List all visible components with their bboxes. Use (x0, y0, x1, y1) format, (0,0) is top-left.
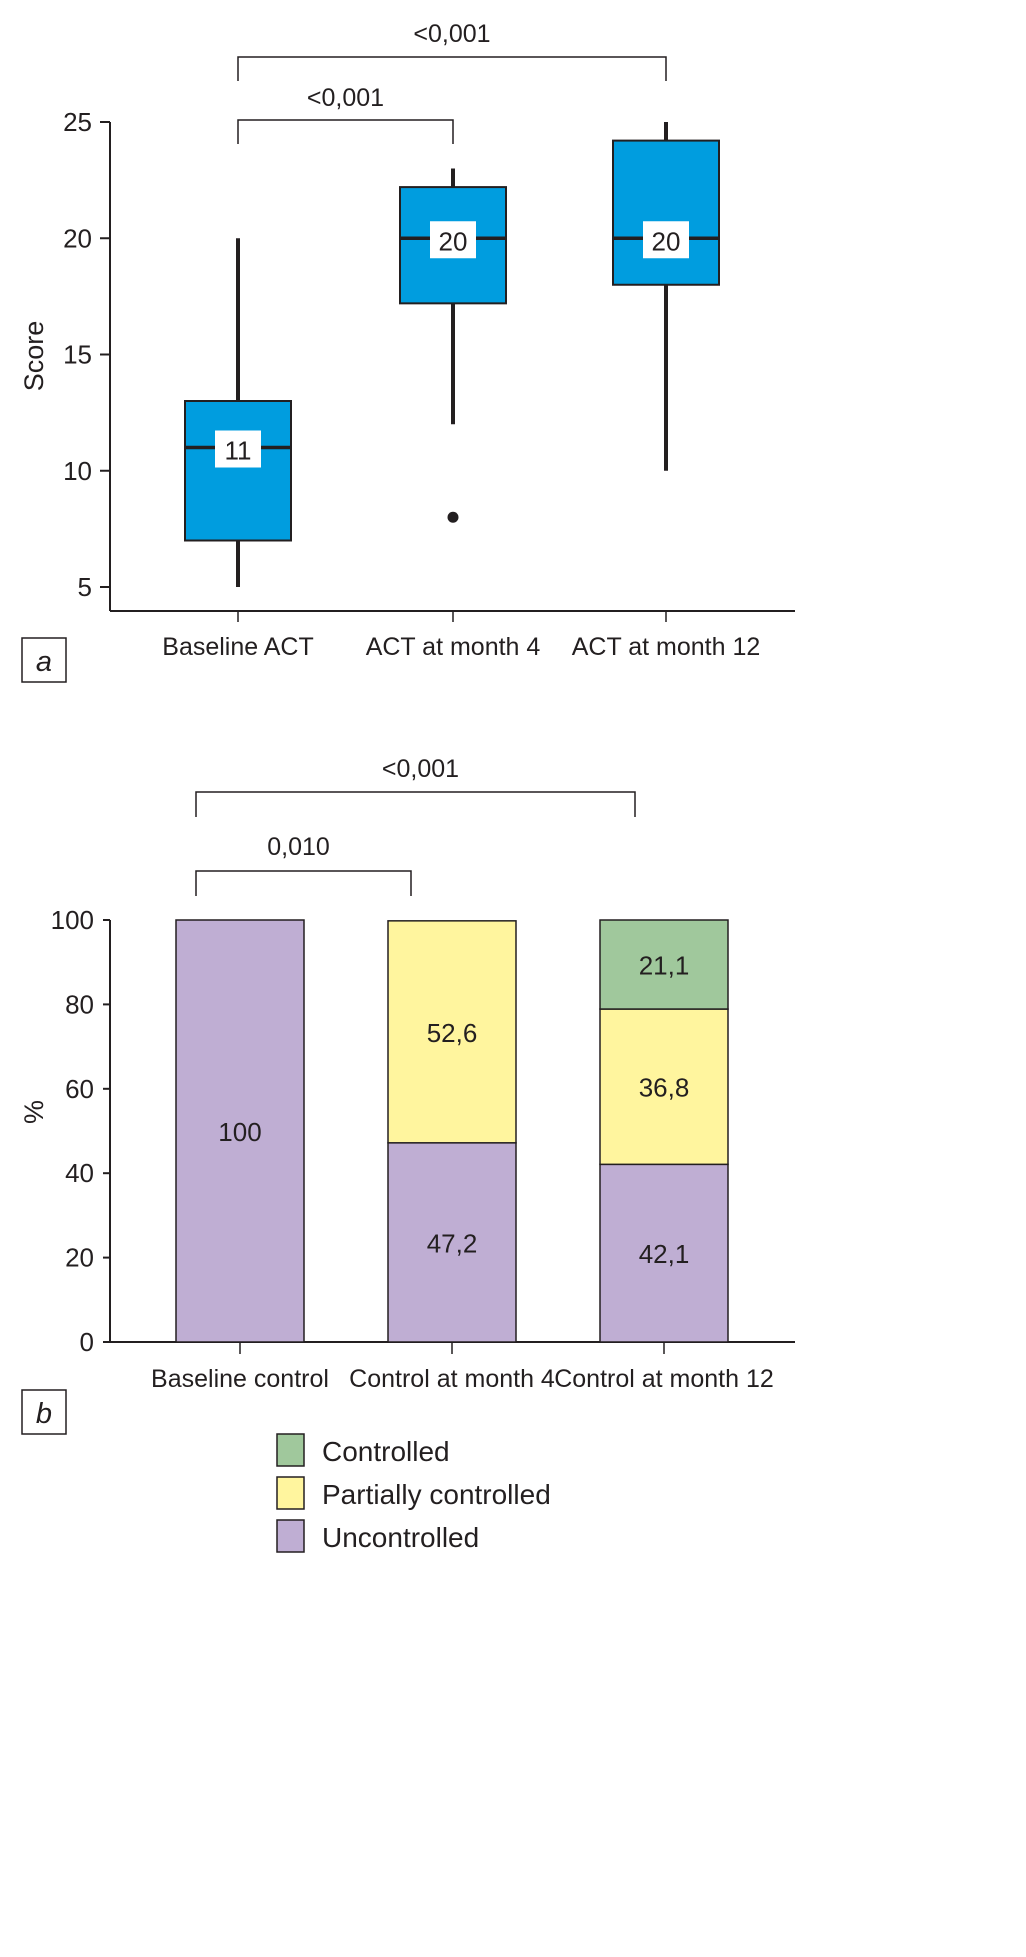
stacked-bar-3: 42,1 36,8 21,1 (599, 919, 729, 1343)
legend-label: Uncontrolled (322, 1522, 479, 1553)
x-tick-label: Control at month 12 (554, 1365, 774, 1393)
panel-a-x-ticks: Baseline ACT ACT at month 4 ACT at month 1… (162, 611, 760, 661)
legend-swatch (276, 1433, 305, 1467)
panel-b-comparisons: 0,010 <0,001 (195, 755, 636, 896)
stacked-bar-2: 47,2 52,6 (387, 920, 517, 1343)
panel-a-y-axis-label: Score (19, 321, 49, 392)
median-label-bg (215, 430, 261, 468)
y-tick-label: 40 (65, 1158, 94, 1188)
p-value-label: <0,001 (413, 20, 490, 48)
bar-segment-controlled (599, 919, 729, 1010)
comparison-bracket (237, 119, 454, 144)
bar-value-label: 21,1 (639, 951, 690, 981)
y-tick-label: 0 (80, 1327, 94, 1357)
x-tick-label: ACT at month 12 (572, 633, 761, 661)
legend-label: Partially controlled (322, 1479, 551, 1510)
bar-value-label: 36,8 (639, 1073, 690, 1103)
box-1: 11 (184, 238, 292, 587)
iqr-box (184, 400, 292, 542)
outlier-point (447, 511, 459, 523)
iqr-box (612, 139, 720, 286)
y-tick-label: 10 (63, 456, 92, 486)
x-tick-label: Baseline ACT (162, 633, 313, 661)
bar-value-label: 52,6 (427, 1018, 478, 1048)
panel-a-boxplot: 5 10 15 20 25 Baseline ACT ACT at month 4 ACT … (19, 20, 795, 683)
bar-value-label: 42,1 (639, 1239, 690, 1269)
legend-label: Controlled (322, 1436, 450, 1467)
y-tick-label: 20 (63, 223, 92, 253)
median-label-bg (643, 221, 689, 259)
median-label: 20 (652, 226, 681, 256)
box-3: 20 (612, 122, 720, 471)
panel-b-label-box: b (21, 1389, 67, 1435)
bar-value-label: 47,2 (427, 1228, 478, 1258)
panel-a-comparisons: <0,001 <0,001 (237, 20, 667, 144)
y-tick-label: 60 (65, 1074, 94, 1104)
y-tick-label: 80 (65, 989, 94, 1019)
legend-item: Controlled (276, 1433, 450, 1467)
bar-segment-partially-controlled (387, 920, 517, 1144)
y-tick-label: 15 (63, 340, 92, 370)
panel-a-label-box: a (21, 637, 67, 683)
box-2: 20 (399, 168, 507, 523)
y-tick-label: 100 (51, 905, 94, 935)
y-tick-label: 25 (63, 107, 92, 137)
comparison-bracket (195, 791, 636, 817)
legend: Controlled Partially controlled Uncontroll… (276, 1433, 551, 1553)
panel-b-y-ticks: 0 20 40 60 80 100 (51, 905, 110, 1357)
p-value-label: <0,001 (382, 755, 459, 783)
panel-b-x-ticks: Baseline control Control at month 4 Contro… (151, 1342, 774, 1393)
x-tick-label: ACT at month 4 (366, 633, 541, 661)
y-tick-label: 5 (78, 572, 92, 602)
panel-b-label: b (36, 1398, 52, 1430)
comparison-bracket (195, 870, 412, 896)
bar-segment-partially-controlled (599, 1008, 729, 1166)
legend-swatch (276, 1476, 305, 1510)
bar-segment-uncontrolled (387, 1142, 517, 1343)
panel-b-bars: 100 47,2 52,6 42,1 36,8 21,1 (175, 919, 729, 1343)
comparison-bracket (237, 56, 667, 81)
legend-item: Partially controlled (276, 1476, 551, 1510)
legend-swatch (276, 1519, 305, 1553)
y-tick-label: 20 (65, 1243, 94, 1273)
bar-segment-uncontrolled (599, 1163, 729, 1343)
median-label-bg (430, 221, 476, 259)
median-label: 20 (439, 226, 468, 256)
x-tick-label: Baseline control (151, 1365, 329, 1393)
p-value-label: <0,001 (307, 84, 384, 112)
panel-a-boxes: 11 20 20 (184, 122, 720, 587)
panel-a-y-ticks: 5 10 15 20 25 (63, 107, 110, 602)
bar-value-label: 100 (218, 1117, 261, 1147)
panel-b-y-axis-label: % (19, 1100, 49, 1124)
panel-b-stacked-bar: 0 20 40 60 80 100 Baseline control Control at … (19, 755, 795, 1553)
legend-item: Uncontrolled (276, 1519, 479, 1553)
panel-a-label: a (36, 646, 52, 678)
x-tick-label: Control at month 4 (349, 1365, 555, 1393)
median-label: 11 (225, 436, 252, 466)
p-value-label: 0,010 (267, 833, 330, 861)
bar-segment-uncontrolled (175, 919, 305, 1343)
stacked-bar-1: 100 (175, 919, 305, 1343)
